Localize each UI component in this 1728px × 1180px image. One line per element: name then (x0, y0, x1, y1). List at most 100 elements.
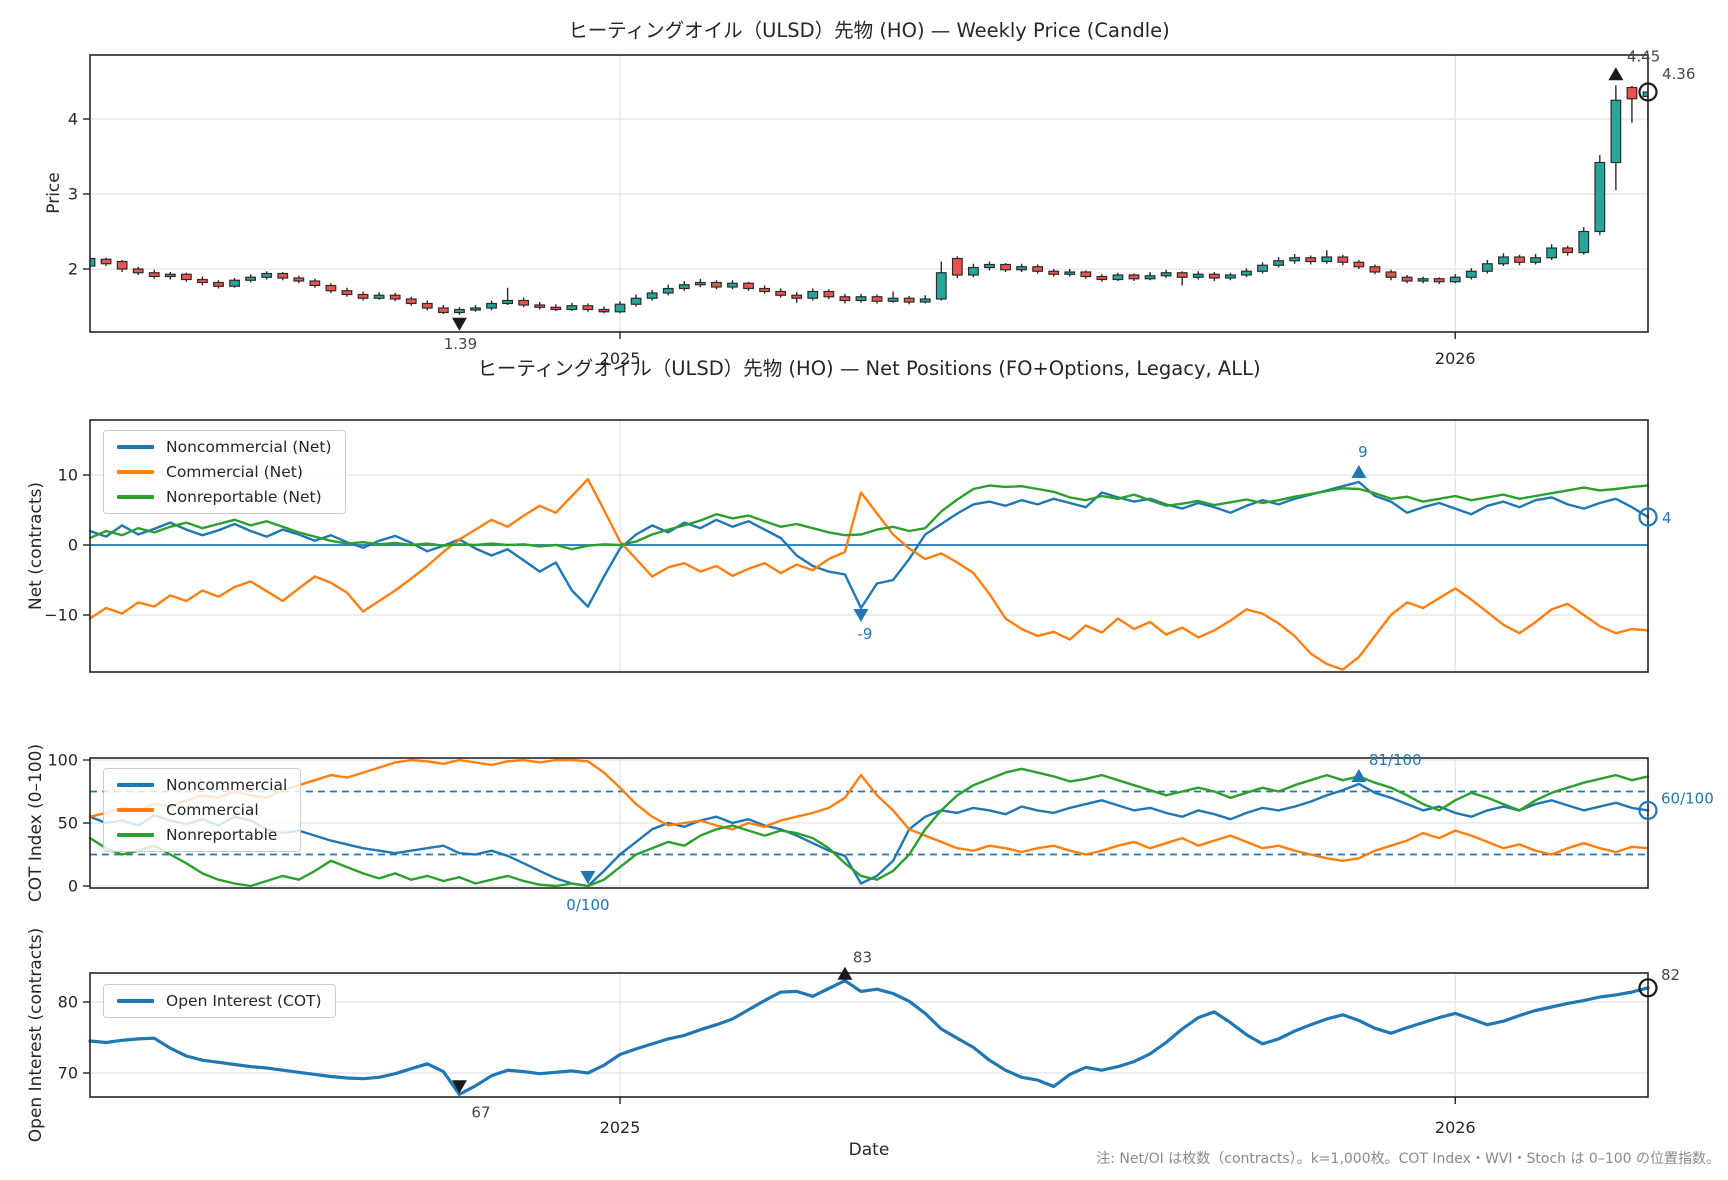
candle (1530, 257, 1541, 263)
line-swatch-icon (117, 783, 154, 787)
candle (1449, 276, 1461, 283)
candle (1257, 264, 1268, 272)
candle (1417, 278, 1429, 282)
legend-item-noncommercial: Noncommercial (117, 776, 287, 794)
series-open-interest-cot- (88, 979, 1650, 1096)
candle (1032, 266, 1044, 272)
candle (1578, 230, 1590, 254)
series-commercial-net- (88, 478, 1650, 671)
candle (1369, 266, 1381, 273)
series-nonreportable (88, 767, 1650, 888)
candle (1192, 273, 1204, 278)
line-swatch-icon (117, 999, 154, 1003)
annotation-4-45: 4.45 (1608, 47, 1660, 81)
candle (502, 299, 514, 305)
legend-label: Noncommercial (166, 776, 288, 794)
candle (951, 257, 963, 276)
marker-triangle-down-icon (451, 317, 467, 331)
candle (90, 257, 96, 267)
candle (1273, 260, 1284, 266)
annotation-label: 82 (1661, 966, 1680, 984)
net-y-axis-label: Net (contracts) (26, 482, 46, 610)
candle (727, 282, 738, 288)
candle (919, 298, 931, 303)
annotation-label: 1.39 (444, 335, 477, 353)
panel-3: 70 80 2025 2026 83 67 82 (58, 949, 1680, 1137)
candle (1000, 263, 1011, 271)
candle (1385, 271, 1397, 278)
x-tick-label: 2025 (600, 349, 641, 368)
legend-label: Nonreportable (Net) (166, 488, 322, 506)
legend-label: Noncommercial (Net) (166, 438, 332, 456)
annotation-60-100: 60/100 (1638, 789, 1714, 821)
annotation--9: -9 (853, 609, 872, 643)
candle (935, 272, 947, 300)
candle (1144, 275, 1156, 280)
candle (421, 302, 433, 309)
marker-triangle-up-icon (1608, 67, 1624, 81)
candle (277, 272, 289, 279)
candle (1241, 270, 1252, 276)
candle (116, 260, 128, 270)
candle (1080, 271, 1092, 278)
candle (646, 292, 658, 299)
panel-0: 2 3 4 2025 2026 4.45 1.39 4.36 (68, 47, 1696, 368)
candle (823, 290, 835, 298)
candle (486, 302, 497, 309)
candle (968, 266, 979, 276)
annotation-1-39: 1.39 (444, 317, 477, 353)
annotation-0-100: 0/100 (566, 871, 610, 914)
annotation-9: 9 (1351, 443, 1368, 478)
legend-label: Commercial (Net) (166, 463, 303, 481)
candle (903, 297, 915, 303)
candle (1498, 256, 1509, 265)
line-swatch-icon (117, 445, 154, 449)
candle (1465, 270, 1477, 278)
candle (454, 308, 465, 314)
candle (148, 272, 160, 278)
legend-item-open-interest: Open Interest (COT) (117, 992, 322, 1010)
candle (1594, 161, 1606, 233)
candle (100, 258, 112, 265)
candle (759, 287, 770, 293)
x-tick-label: 2026 (1435, 349, 1476, 368)
candle (229, 279, 240, 287)
annotation-label: 9 (1358, 443, 1368, 461)
candle (293, 277, 305, 282)
annotation-label: 83 (853, 949, 872, 967)
y-tick-label: 0 (68, 877, 78, 896)
annotation-4: 4 (1638, 507, 1672, 527)
line-swatch-icon (117, 808, 154, 812)
panel-1: 10 0 −10 9 -9 4 (44, 419, 1672, 673)
candle (1562, 247, 1574, 254)
y-tick-label: −10 (44, 606, 78, 625)
annotation-81-100: 81/100 (1351, 751, 1422, 782)
candle (1176, 272, 1188, 278)
cot-index-y-axis-label: COT Index (0–100) (26, 743, 46, 903)
net-positions-legend: Noncommercial (Net) Commercial (Net) Non… (103, 430, 346, 514)
candle (582, 305, 594, 311)
legend-item-commercial: Commercial (117, 801, 287, 819)
candle (245, 276, 257, 281)
candlestick-series (90, 85, 1648, 315)
marker-circle-icon (1638, 978, 1658, 998)
candle (180, 273, 192, 281)
candle (470, 307, 481, 311)
candle (1481, 263, 1493, 272)
net-positions-chart-title: ヒーティングオイル（ULSD）先物 (HO) — Net Positions (… (477, 357, 1261, 380)
annotation-label: 4.45 (1627, 47, 1660, 65)
y-tick-label: 80 (58, 993, 78, 1012)
candle (1353, 261, 1365, 268)
candle (614, 303, 626, 313)
marker-triangle-up-icon (837, 966, 853, 980)
candle (775, 290, 787, 296)
candle (1096, 275, 1108, 281)
candle (1112, 274, 1124, 281)
candle (1016, 266, 1027, 271)
candle (743, 282, 754, 290)
marker-circle-icon (1638, 82, 1658, 102)
legend-item-noncommercial-net: Noncommercial (Net) (117, 438, 332, 456)
candle (871, 296, 883, 302)
marker-triangle-down-icon (580, 871, 596, 884)
y-tick-label: 100 (47, 751, 78, 770)
